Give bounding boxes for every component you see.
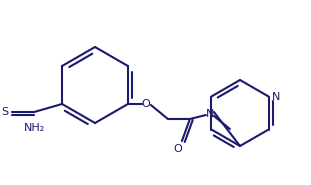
Text: N: N (206, 109, 214, 119)
Text: O: O (142, 99, 150, 109)
Text: S: S (2, 107, 9, 117)
Text: N: N (272, 92, 280, 102)
Text: NH₂: NH₂ (23, 123, 45, 133)
Text: O: O (174, 144, 182, 154)
